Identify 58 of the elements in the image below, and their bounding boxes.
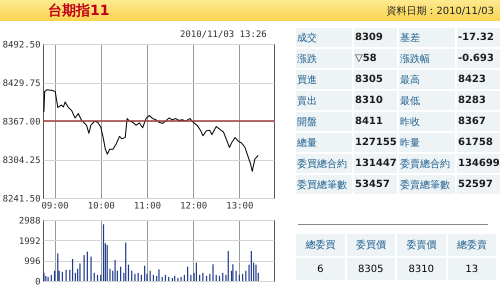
y-tick-label: 0	[35, 278, 40, 288]
text: 委買價	[356, 240, 386, 251]
x-tick-label: 10:00	[88, 202, 115, 212]
text: 委賣總筆數	[400, 180, 450, 190]
text: 最高	[400, 74, 420, 86]
text: 總量	[297, 138, 317, 148]
y-tick-label: 2988	[18, 216, 40, 226]
line-series	[43, 89, 259, 172]
text: 2010/11/03 13:26	[180, 30, 267, 40]
y-tick-label: 1992	[18, 236, 40, 247]
y-tick-label: 8241.50	[2, 194, 40, 204]
y-tick-label: 8492.50	[2, 40, 40, 50]
chart-title: 台期指11	[48, 2, 110, 20]
text: 委買總合約	[297, 158, 347, 170]
text: 漲跌	[297, 54, 317, 64]
text: 131447	[355, 158, 397, 169]
text: 6	[317, 264, 324, 274]
text: 成交	[297, 32, 317, 44]
text: -0.693	[458, 53, 494, 64]
x-tick-label: 09:00	[42, 202, 69, 212]
text: 53457	[355, 179, 390, 190]
text: 127155	[355, 137, 397, 148]
text: 8423	[458, 74, 486, 85]
y-tick-label: 8367.00	[2, 118, 40, 128]
text: 最低	[400, 96, 420, 106]
x-tick-label: 11:00	[134, 202, 161, 212]
y-tick-label: 8304.25	[2, 156, 40, 166]
text: 8310	[408, 264, 434, 274]
text: 基差	[400, 32, 420, 44]
text: 8305	[358, 264, 384, 274]
text: 資料日期：2010/11/03	[386, 4, 494, 18]
x-tick-label: 13:00	[226, 202, 254, 212]
text: 61758	[458, 137, 493, 148]
text: 8309	[355, 32, 383, 43]
text: 8283	[458, 95, 486, 106]
text: 開盤	[297, 116, 317, 128]
text: 買進	[297, 74, 317, 86]
text: 13	[465, 264, 478, 274]
text: 8411	[355, 116, 383, 127]
x-tick-label: 12:00	[180, 202, 208, 212]
text: 總委買	[305, 240, 336, 251]
text: 委賣總合約	[400, 158, 450, 170]
y-tick-label: 8429.75	[2, 79, 40, 89]
text: 漲跌幅	[400, 54, 430, 64]
text: 8310	[355, 95, 383, 106]
y-tick-label: 996	[24, 257, 40, 268]
text: 總委賣	[456, 240, 487, 251]
text: 委賣價	[406, 240, 436, 251]
text: 昨量	[400, 138, 420, 148]
text: ▽58	[355, 53, 377, 64]
text: 8305	[355, 74, 383, 85]
text: 委買總筆數	[297, 180, 347, 190]
text: -17.32	[458, 32, 494, 43]
text: 134699	[458, 158, 500, 169]
text: 8367	[458, 116, 486, 127]
text: 52597	[458, 179, 493, 190]
text: 賣出	[297, 96, 317, 106]
text: 昨收	[400, 116, 420, 128]
